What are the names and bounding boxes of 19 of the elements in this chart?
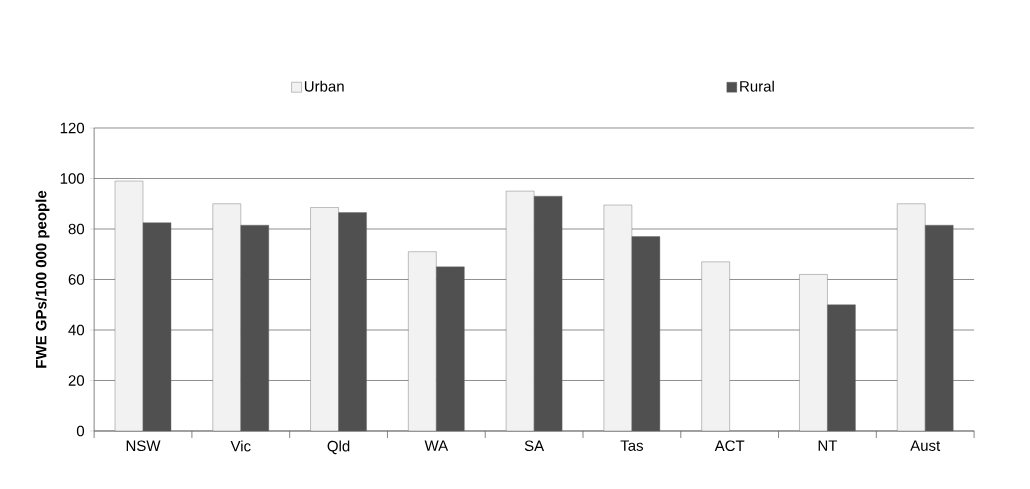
legend-label: Rural [740, 80, 774, 92]
x-tick-label: NT [818, 440, 838, 451]
y-tick-label: 120 [60, 122, 85, 134]
x-tick-label: Aust [910, 440, 941, 451]
x-tick-label: Tas [620, 440, 644, 451]
x-tick-label: Qld [327, 440, 350, 455]
y-tick-label: 20 [68, 375, 85, 386]
y-tick-label: 40 [68, 324, 85, 336]
x-tick-label: NSW [126, 440, 161, 452]
y-tick-label: 80 [68, 223, 85, 235]
x-tick-label: ACT [714, 440, 745, 452]
legend-label: Urban [304, 80, 344, 92]
y-axis-title: FWE GPs/100 000 people [35, 190, 50, 368]
x-tick-label: SA [524, 440, 545, 452]
y-tick-label: 0 [76, 425, 85, 437]
x-tick-label: WA [424, 440, 449, 451]
y-tick-label: 60 [68, 274, 85, 285]
y-tick-label: 100 [60, 173, 85, 184]
x-tick-label: Vic [230, 440, 251, 452]
